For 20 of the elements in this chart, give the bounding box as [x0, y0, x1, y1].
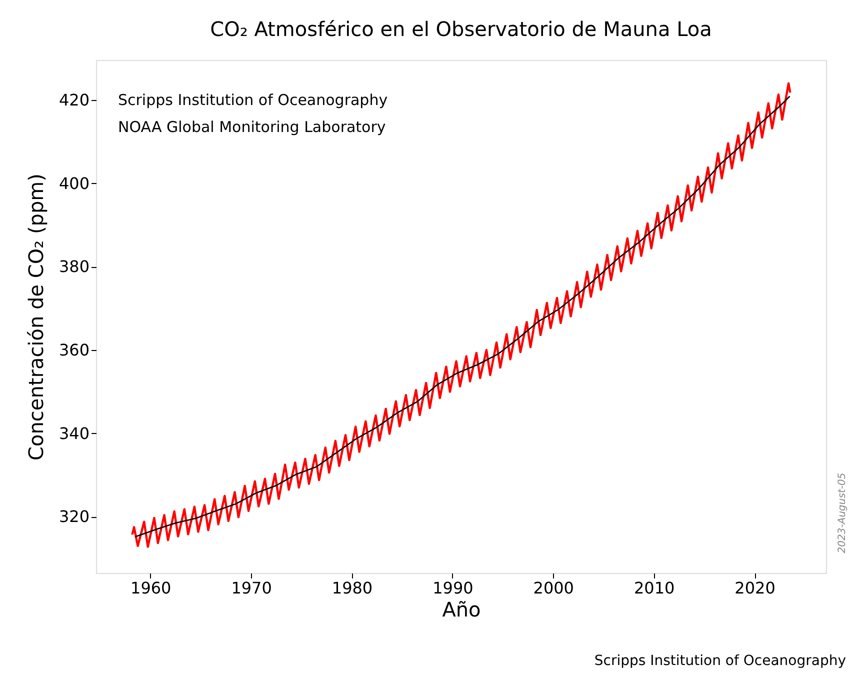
- y-tick-label: 320: [58, 507, 90, 526]
- x-tick-label: 1960: [130, 578, 172, 598]
- chart-title: CO₂ Atmosférico en el Observatorio de Mauna Loa: [210, 17, 712, 41]
- x-tick-label: 2010: [634, 578, 675, 598]
- text: Scripps Institution of Oceanography: [594, 653, 846, 669]
- annotation: NOAA Global Monitoring Laboratory: [118, 118, 386, 136]
- y-tick-label: 420: [58, 90, 90, 110]
- annotation: Scripps Institution of Oceanography: [118, 91, 388, 109]
- x-tick-label: 2020: [734, 578, 776, 598]
- x-tick-label: 1990: [432, 578, 474, 598]
- y-tick-label: 400: [58, 174, 90, 193]
- x-tick-label: 1980: [332, 578, 373, 598]
- y-tick-label: 360: [58, 340, 90, 360]
- y-tick-label: 340: [58, 424, 90, 443]
- x-axis-title: Año: [442, 598, 481, 622]
- x-tick-label: 2000: [533, 578, 574, 598]
- x-tick-label: 1970: [231, 578, 272, 598]
- y-axis-title: Concentración de CO₂ (ppm): [24, 174, 48, 460]
- y-tick-label: 380: [58, 257, 90, 276]
- text: 2023-August-05: [837, 472, 848, 554]
